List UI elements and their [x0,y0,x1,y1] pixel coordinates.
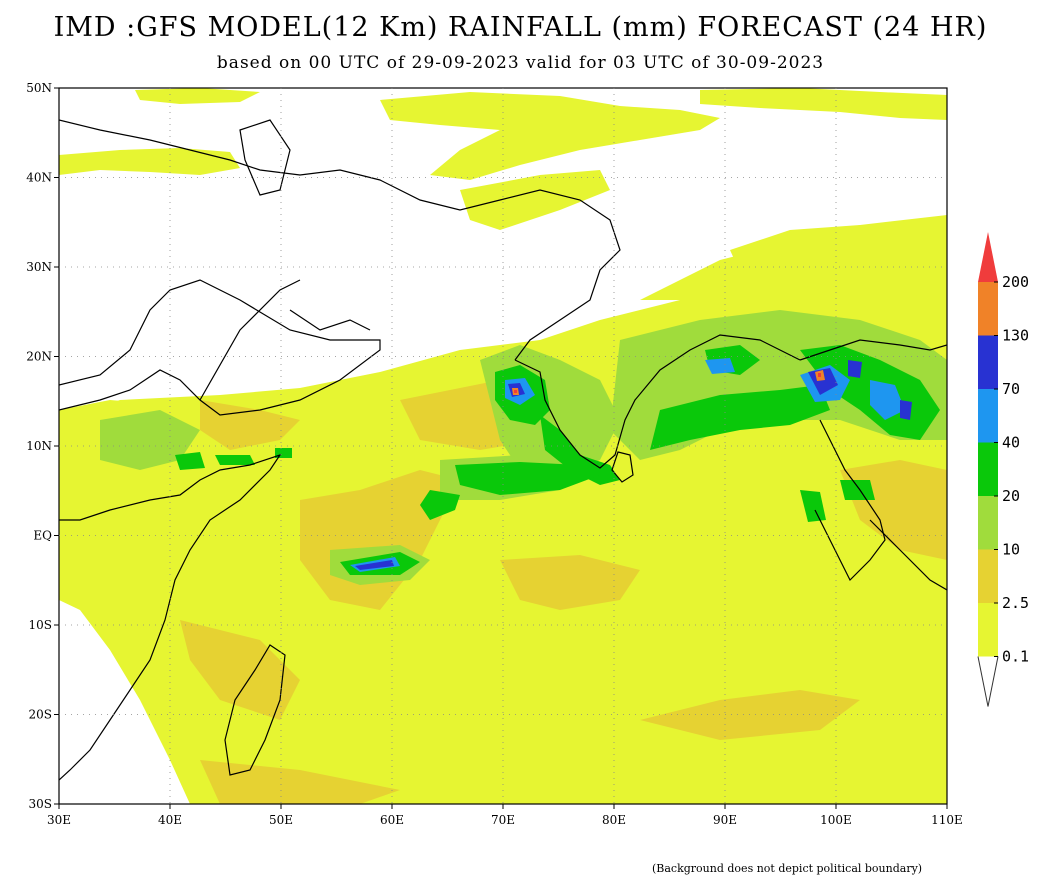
legend-swatch [978,442,998,496]
legend-label: 130 [1002,327,1029,345]
lat-tick-label: 20S [29,708,53,722]
lat-tick-label: EQ [33,529,52,543]
lat-tick-label: 30S [29,797,53,811]
legend-arrow-top [978,232,998,282]
legend-label: 40 [1002,434,1020,452]
lon-tick-label: 30E [47,813,71,827]
legend-swatch [978,496,998,550]
lat-tick-label: 50N [26,81,52,95]
longitude-labels: 30E 40E 50E 60E 70E 80E 90E 100E 110E [47,813,963,827]
legend-swatch [978,282,998,336]
legend-label: 10 [1002,541,1020,559]
legend-label: 2.5 [1002,594,1029,612]
legend-swatch [978,603,998,657]
map-subtitle: based on 00 UTC of 29-09-2023 valid for … [216,53,825,73]
lat-tick-label: 20N [26,350,52,364]
lat-tick-label: 40N [26,171,52,185]
lon-tick-label: 90E [713,813,737,827]
legend-label: 20 [1002,487,1020,505]
rain-200mm-areas [514,373,821,393]
lon-tick-label: 60E [380,813,404,827]
lon-tick-label: 110E [931,813,963,827]
legend-label: 0.1 [1002,648,1029,666]
legend-swatch [978,549,998,603]
legend-arrow-bottom [977,656,999,707]
lon-tick-label: 50E [269,813,293,827]
color-legend: 200 130 70 40 20 10 2.5 0.1 [977,232,1029,707]
legend-label: 200 [1002,273,1029,291]
lon-tick-label: 40E [158,813,182,827]
lat-tick-label: 10S [29,618,53,632]
lon-tick-label: 100E [820,813,852,827]
rain-70mm-areas [355,360,912,570]
legend-label: 70 [1002,380,1020,398]
lon-tick-label: 70E [491,813,515,827]
coastlines [59,119,947,781]
map-title: IMD :GFS MODEL(12 Km) RAINFALL (mm) FORE… [53,12,988,43]
legend-swatch [978,335,998,389]
footnote: (Background does not depict political bo… [652,862,923,875]
graticule [54,87,948,809]
legend-swatch [978,389,998,443]
lon-tick-label: 80E [602,813,626,827]
lat-tick-label: 30N [26,260,52,274]
latitude-labels: 50N 40N 30N 20N 10N EQ 10S 20S 30S [26,81,52,811]
lat-tick-label: 10N [26,439,52,453]
